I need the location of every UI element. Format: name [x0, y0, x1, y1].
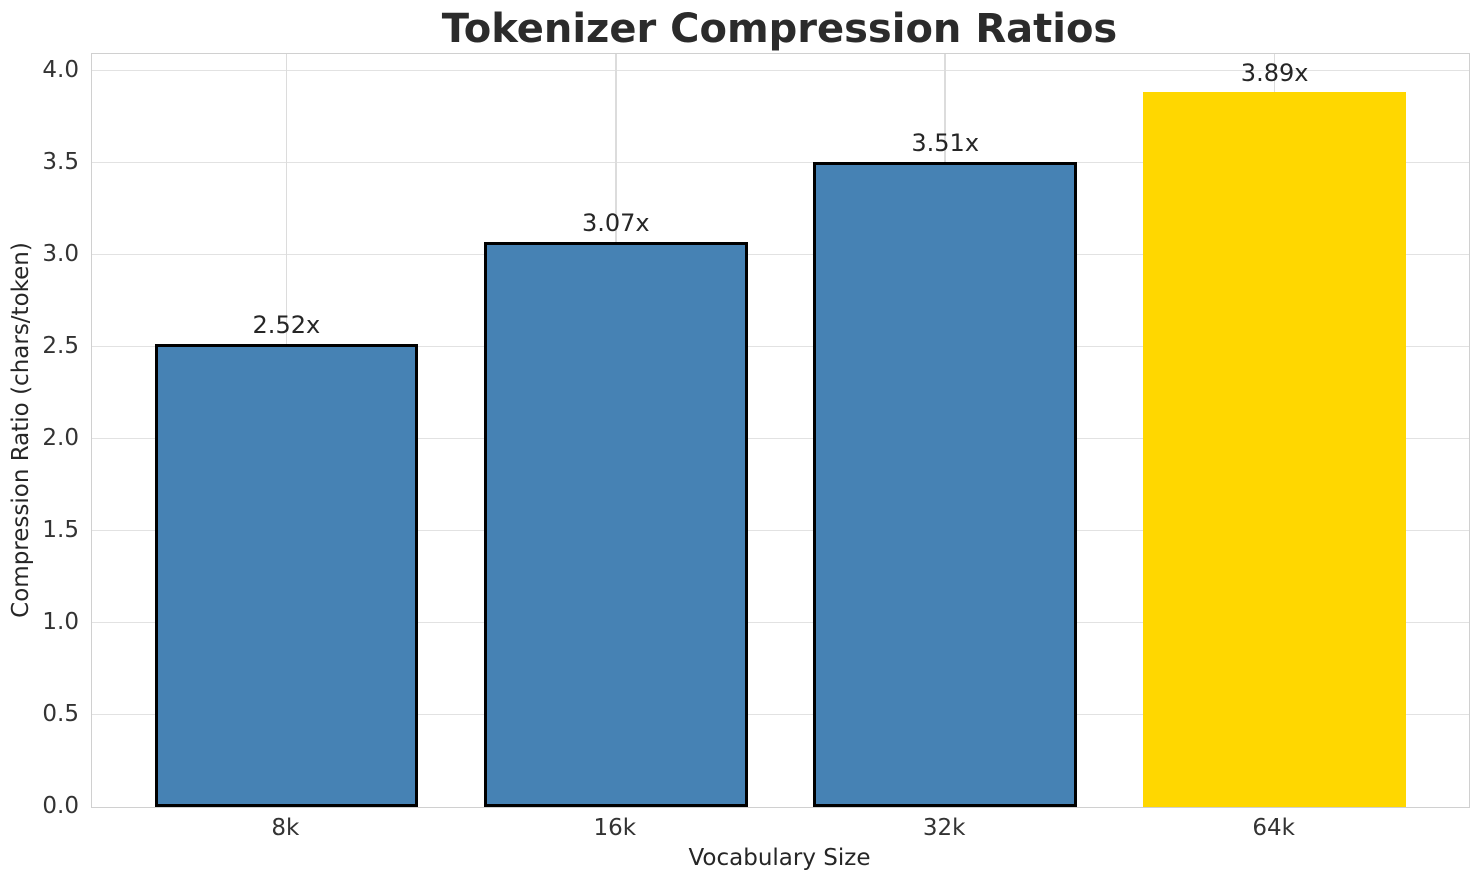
- gridline-horizontal: [92, 253, 1469, 256]
- gridline-horizontal: [92, 161, 1469, 164]
- gridline-horizontal: [92, 69, 1469, 72]
- chart-title: Tokenizer Compression Ratios: [441, 6, 1118, 52]
- x-tick-8k: 8k: [271, 815, 300, 841]
- y-tick-label: 0.0: [42, 793, 79, 819]
- y-tick-label: 1.5: [42, 517, 79, 544]
- x-axis-label: Vocabulary Size: [688, 845, 871, 871]
- bar-64k: [1142, 91, 1407, 807]
- bar-16k: [484, 242, 748, 807]
- y-tick-label: 3.5: [42, 149, 79, 176]
- x-axis-tick-labels: 8k 16k 32k 64k: [91, 814, 1468, 844]
- x-tick-64k: 64k: [1252, 815, 1295, 841]
- x-tick-32k: 32k: [922, 815, 966, 841]
- x-tick-16k: 16k: [593, 815, 637, 841]
- bar-value-label: 3.51x: [911, 128, 980, 157]
- y-tick-label: 0.5: [42, 701, 79, 728]
- bar-value-label: 3.07x: [581, 209, 650, 238]
- gridline-horizontal: [92, 437, 1469, 440]
- gridline-horizontal: [92, 345, 1469, 348]
- y-tick-label: 3.0: [42, 241, 79, 268]
- y-tick-label: 2.5: [42, 333, 79, 360]
- gridline-horizontal: [92, 713, 1469, 716]
- y-axis-tick-labels: 0.0 0.5 1.0 1.5 2.0 2.5 3.0 3.5 4.0: [0, 0, 79, 885]
- bar-value-label: 3.89x: [1240, 58, 1309, 87]
- gridline-horizontal: [92, 529, 1469, 532]
- y-tick-label: 2.0: [42, 425, 79, 452]
- bar-value-label: 2.52x: [252, 310, 321, 339]
- y-tick-label: 1.0: [42, 609, 79, 636]
- gridline-horizontal: [92, 621, 1469, 624]
- bar-32k: [813, 161, 1077, 807]
- y-tick-label: 4.0: [42, 57, 79, 84]
- plot-area: 2.52x 3.07x 3.51x 3.89x: [91, 53, 1470, 808]
- bar-8k: [154, 343, 419, 807]
